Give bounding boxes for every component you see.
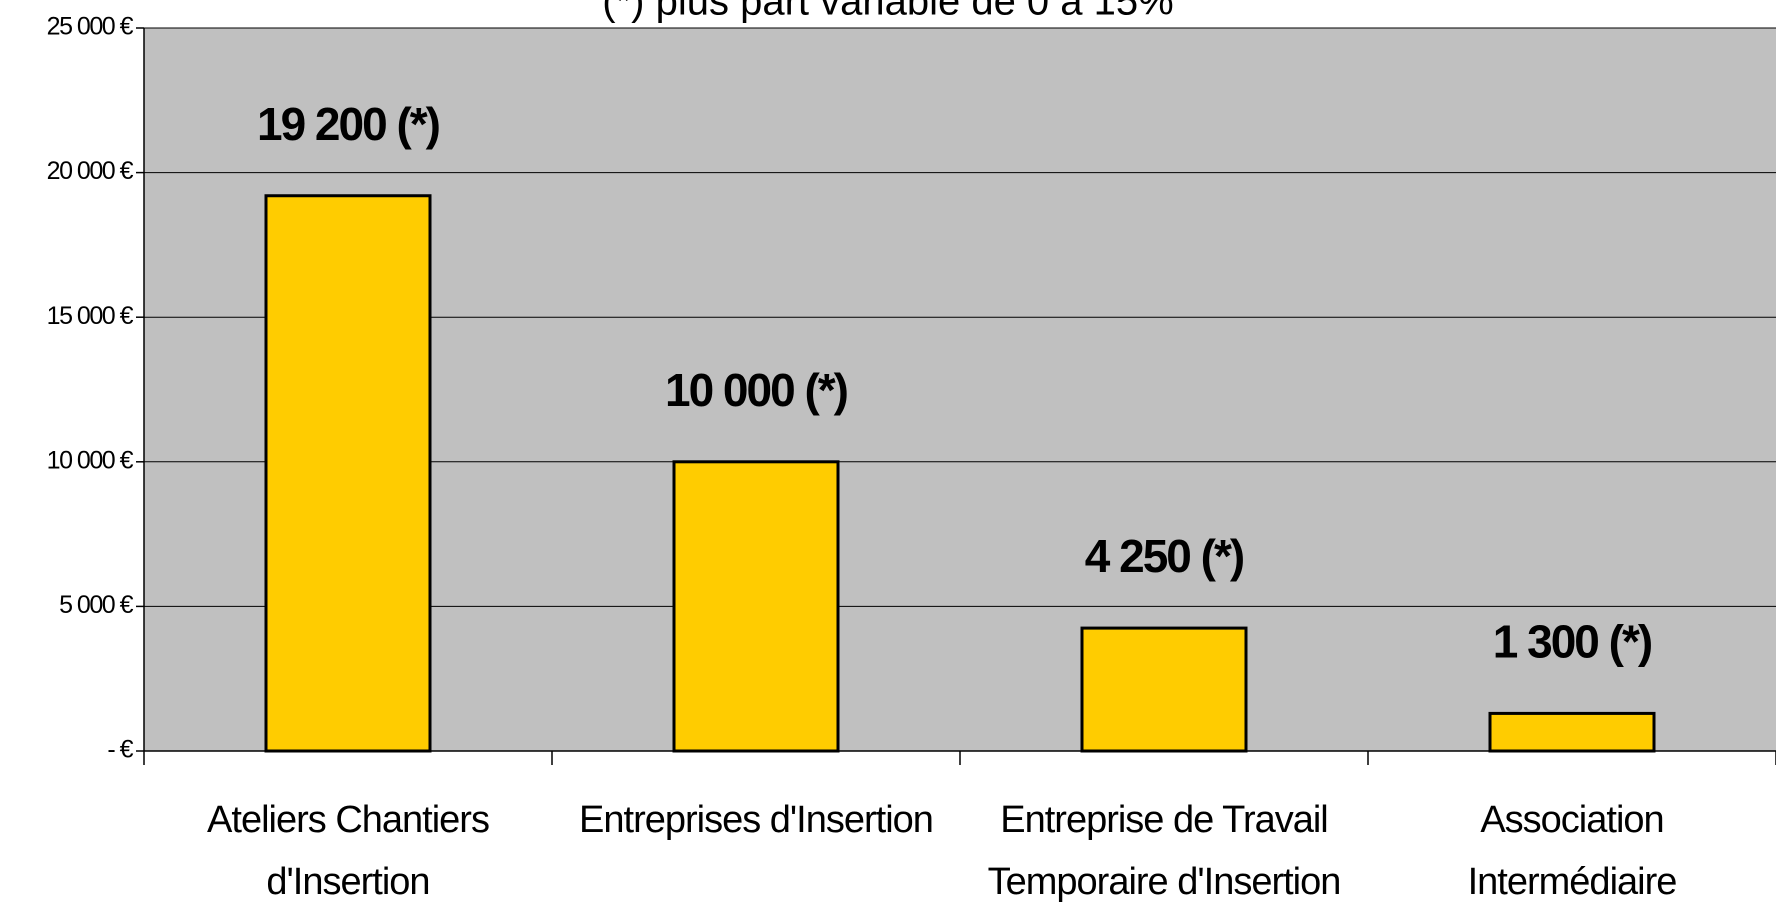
value-label: 1 300 (*) (1493, 616, 1652, 668)
y-tick-label: 20 000 € (47, 157, 134, 185)
bar (672, 460, 840, 753)
chart-title: (*) plus part variable de 0 à 15% (602, 0, 1173, 24)
x-tick-label: Ateliers Chantiers d'Insertion (207, 799, 490, 903)
y-tick-label: 25 000 € (47, 13, 134, 41)
bar (1488, 711, 1656, 753)
y-tick-label: - € (107, 736, 133, 764)
x-tick-label: Association Intermédiaire (1467, 799, 1678, 903)
bar (264, 194, 432, 753)
y-tick-label: 15 000 € (47, 302, 134, 330)
value-label: 4 250 (*) (1085, 530, 1244, 582)
x-tick-label: Entreprise de Travail Temporaire d'Inser… (987, 799, 1342, 903)
y-tick-label: 5 000 € (59, 591, 134, 619)
value-label: 10 000 (*) (665, 364, 848, 416)
bar (1080, 626, 1248, 753)
value-label: 19 200 (*) (257, 98, 440, 150)
x-tick-label: Entreprises d'Insertion (579, 799, 934, 841)
y-tick-label: 10 000 € (47, 446, 134, 474)
